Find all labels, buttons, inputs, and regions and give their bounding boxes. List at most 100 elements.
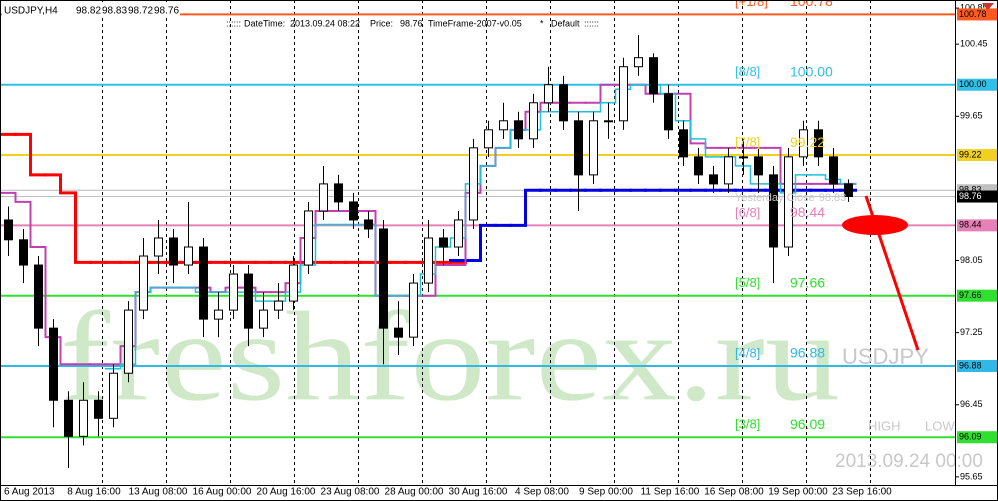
info-profile: Default — [551, 18, 580, 28]
y-tick-label: 96.45 — [960, 399, 983, 409]
level-value: 100.78 — [790, 0, 833, 9]
level-label: [4/8] — [735, 345, 760, 360]
x-tick-label: 8 Aug 16:00 — [67, 487, 121, 498]
candle-body — [364, 219, 373, 230]
candle-body — [499, 120, 508, 131]
candle-body — [454, 219, 463, 248]
level-axis-label: 98.44 — [959, 220, 982, 230]
level-axis-label: 96.88 — [959, 360, 982, 370]
candle-body — [274, 300, 283, 311]
candle-body — [79, 399, 88, 437]
info-price: 98.76 — [400, 18, 423, 28]
info-datetime: 2013.09.24 08:22 — [290, 18, 360, 28]
y-tick-label: 99.65 — [960, 111, 983, 121]
level-axis-box — [957, 219, 997, 232]
x-tick-label: 19 Sep 00:00 — [768, 487, 828, 498]
header-ohlc: 98.83 — [102, 6, 127, 17]
y-tick-label: 95.65 — [960, 471, 983, 481]
x-tick-label: 23 Sep 16:00 — [832, 487, 892, 498]
candle-body — [184, 246, 193, 266]
candle-body — [544, 84, 553, 104]
candle-body — [754, 156, 763, 176]
corner-symbol: USDJPY — [842, 344, 929, 369]
candle-body — [574, 120, 583, 176]
candle-body — [379, 228, 388, 329]
level-axis-label: 99.22 — [959, 149, 982, 159]
candle-body — [394, 327, 403, 338]
x-tick-label: 4 Sep 08:00 — [515, 487, 569, 498]
level-axis-label: 97.66 — [959, 290, 982, 300]
candle-body — [424, 237, 433, 284]
header-ohlc: 98.76 — [154, 6, 179, 17]
candle-body — [64, 399, 73, 437]
x-tick-label: 30 Aug 16:00 — [449, 487, 508, 498]
y-tick-label: 100.45 — [960, 39, 988, 49]
candle-body — [214, 309, 223, 320]
candle-body — [799, 129, 808, 158]
level-value: 99.22 — [790, 134, 825, 150]
candle-body — [304, 210, 313, 266]
yesterday-close-text: Yesterday Close — [735, 192, 815, 204]
candle-body — [709, 174, 718, 185]
candle-body — [289, 264, 298, 302]
corner-date: 2013.09.24 00:00 — [835, 451, 983, 472]
annotation-arrow — [864, 195, 920, 351]
level-label: [3/8] — [735, 417, 760, 432]
level-axis-box — [957, 360, 997, 373]
x-tick-label: 9 Sep 00:00 — [579, 487, 633, 498]
candle-body — [139, 255, 148, 311]
candle-body — [679, 129, 688, 158]
level-label: [7/8] — [735, 134, 760, 149]
info-datetime-label: DateTime: — [244, 18, 285, 28]
info-price-label: Price: — [370, 18, 393, 28]
level-axis-box — [957, 78, 997, 91]
info-tail: :::::: — [584, 18, 599, 28]
header-ohlc: 98.72 — [128, 6, 153, 17]
candle-body — [349, 201, 358, 221]
candle-body — [724, 156, 733, 185]
candle-body — [409, 282, 418, 338]
watermark: freshforex.ru — [60, 285, 840, 427]
corner-icon — [982, 3, 994, 10]
candle-body — [319, 183, 328, 212]
candle-body — [664, 93, 673, 131]
symbol-label: USDJPY,H4 — [4, 6, 58, 17]
info-lead: :::::: — [226, 18, 241, 28]
level-value: 98.44 — [790, 204, 825, 220]
level-value: 97.66 — [790, 274, 825, 290]
candle-body — [529, 102, 538, 140]
candle-body — [49, 327, 58, 401]
level-axis-box — [957, 289, 997, 302]
current-price-label: 98.76 — [959, 191, 982, 201]
candle-body — [334, 183, 343, 203]
x-tick-label: 20 Aug 16:00 — [257, 487, 316, 498]
candle-layer — [4, 35, 853, 468]
candle-body — [619, 66, 628, 122]
level-axis-label: 100.00 — [959, 79, 987, 89]
level-label: [6/8] — [735, 205, 760, 220]
level-value: 96.88 — [790, 345, 825, 361]
level-axis-box — [957, 8, 997, 21]
candle-body — [559, 84, 568, 122]
candle-body — [814, 129, 823, 158]
candle-body — [19, 239, 28, 266]
header-bg — [2, 2, 180, 16]
candle-body — [769, 174, 778, 248]
level-axis-label: 96.09 — [959, 432, 982, 442]
candle-body — [844, 183, 853, 198]
yesterday-close-label: Yesterday Close 98.83 — [735, 192, 846, 204]
candle-body — [469, 147, 478, 221]
info-star: * — [540, 18, 544, 28]
back-layer: freshforex.ru — [0, 0, 955, 485]
level-value: 100.00 — [790, 63, 833, 79]
candle-body — [244, 273, 253, 329]
candle-body — [259, 309, 268, 329]
candle-body — [514, 120, 523, 140]
candle-body — [229, 273, 238, 311]
candle-body — [109, 372, 118, 419]
level-axis-box — [957, 431, 997, 444]
